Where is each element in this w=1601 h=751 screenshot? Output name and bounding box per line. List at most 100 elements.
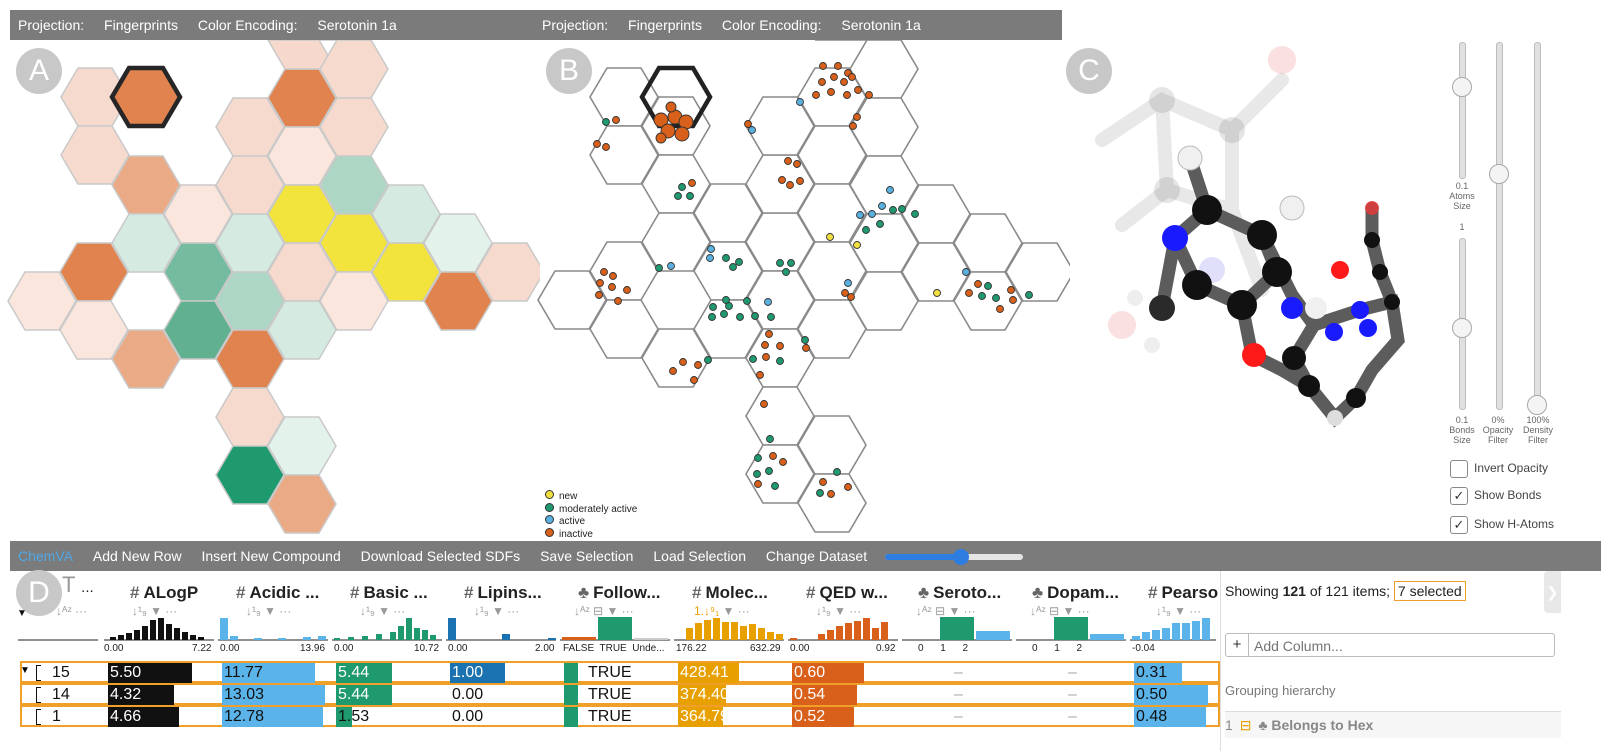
sort-filter-icons[interactable]: ↓ᴬᶻ ⊟ ▼ ··· [574, 604, 634, 618]
col-header-follows[interactable]: ♣ Follow... [578, 583, 678, 603]
opacity-filter-slider[interactable] [1489, 42, 1509, 410]
col-name: Molec... [705, 583, 768, 602]
col-header-molecular-weight[interactable]: # Molec... [692, 583, 792, 603]
color-encoding-value[interactable]: Serotonin 1a [317, 17, 397, 33]
hex-outlines-b[interactable] [537, 40, 1070, 533]
sort-filter-icons[interactable]: ↓ᴬᶻ ⊟ ▼ ··· [1030, 604, 1090, 618]
col-header-alogp[interactable]: # ALogP [130, 583, 230, 603]
slider-thumb[interactable] [1452, 77, 1472, 97]
collapse-all-icon[interactable]: ▼ [17, 608, 27, 619]
sort-filter-icons[interactable]: ↓¹₉ ▼ ··· [360, 604, 406, 618]
group-collapse-icon[interactable]: ⊟ [1239, 717, 1252, 733]
follows-indicator [564, 685, 578, 705]
checkmark-icon[interactable]: ✓ [1450, 515, 1468, 534]
col-header-lipinski[interactable]: # Lipins... [464, 583, 564, 603]
pearson-value: 0.50 [1136, 686, 1168, 703]
color-encoding-value[interactable]: Serotonin 1a [841, 17, 921, 33]
save-selection-button[interactable]: Save Selection [540, 548, 634, 564]
value-bar [336, 663, 392, 683]
hex-cell [111, 329, 181, 389]
slider-thumb[interactable] [1489, 164, 1509, 184]
table-row[interactable]: 14 4.32 13.03 5.44 0.00 374.40 0.54 0.50 TRUE – – [20, 683, 1220, 705]
hex-cell [901, 242, 971, 302]
download-sdfs-button[interactable]: Download Selected SDFs [360, 548, 521, 564]
col-header-dopamine[interactable]: ♣ Dopam... [1032, 583, 1132, 603]
projection-label: Projection: [542, 17, 609, 33]
change-dataset-button[interactable]: Change Dataset [765, 548, 868, 564]
hex-map-a[interactable] [0, 40, 540, 550]
col-name: QED w... [819, 583, 888, 602]
brand-logo[interactable]: ChemVA [18, 548, 73, 564]
col-header-qed[interactable]: # QED w... [806, 583, 906, 603]
alogp-value: 4.66 [110, 708, 142, 725]
hex-map-b[interactable] [530, 40, 1070, 550]
add-column-input[interactable] [1252, 635, 1546, 657]
sort-filter-icons[interactable]: ↓¹₉ ▼ ··· [132, 604, 178, 618]
bonds-size-slider[interactable] [1452, 238, 1472, 410]
alogp-value: 5.50 [110, 664, 142, 681]
histogram-molecular-weight [686, 618, 783, 640]
zoom-slider[interactable] [884, 549, 1023, 566]
table-row[interactable]: ▼ 15 5.50 11.77 5.44 1.00 428.41 0.60 0.31 TRUE – – [20, 661, 1220, 683]
checkbox-box[interactable] [1450, 459, 1468, 478]
add-new-row-button[interactable]: Add New Row [92, 548, 182, 564]
sort-filter-icons[interactable]: ↓¹₉ ▼ ··· [816, 604, 862, 618]
axis-categories-follows: FALSE TRUE Unde... [563, 643, 665, 654]
density-filter-slider[interactable] [1527, 42, 1547, 415]
slider-thumb[interactable] [1452, 318, 1472, 338]
plus-icon[interactable]: + [1226, 634, 1249, 656]
col-name: Seroto... [933, 583, 1002, 602]
number-type-icon: # [806, 583, 816, 602]
hex-cell [215, 445, 285, 505]
load-selection-button[interactable]: Load Selection [653, 548, 747, 564]
col-header-basic[interactable]: # Basic ... [350, 583, 450, 603]
sort-filter-icons[interactable]: ↓ᴬᶻ ⊟ ▼ ··· [916, 604, 976, 618]
sort-filter-icons[interactable]: ↓¹₉ ▼ ··· [246, 604, 292, 618]
row-selector[interactable] [36, 709, 41, 725]
hex-cells-a[interactable] [7, 40, 540, 534]
add-column-field[interactable]: + [1225, 633, 1555, 657]
legend-swatch [545, 502, 554, 512]
table-row[interactable]: 1 4.66 12.78 1.53 0.00 364.79 0.52 0.48 TRUE – – [20, 705, 1220, 727]
sort-filter-icons[interactable]: ↓¹₉ ▼ ··· [474, 604, 520, 618]
selected-hex-highlight[interactable] [639, 65, 713, 129]
zoom-slider-thumb[interactable] [952, 549, 969, 566]
slider-value: 0% [1491, 415, 1505, 425]
col-header-acidic[interactable]: # Acidic ... [236, 583, 336, 603]
items-summary: Showing 121 of 121 items; 7 selected [1225, 581, 1466, 601]
show-h-atoms-checkbox[interactable]: ✓ Show H-Atoms [1450, 514, 1554, 534]
value-bar [108, 707, 179, 727]
dopamine-value: – [1068, 708, 1077, 725]
number-type-icon: # [692, 583, 702, 602]
sort-icon[interactable]: ↓ᴬᶻ ··· [56, 604, 88, 618]
molecule-3d-viewer[interactable] [1062, 40, 1442, 530]
col-header-pearson[interactable]: # Pearso [1148, 583, 1218, 603]
column-histograms [18, 617, 1216, 641]
zoom-slider-fill [884, 554, 961, 561]
slider-thumb[interactable] [1527, 395, 1547, 415]
checkmark-icon[interactable]: ✓ [1450, 486, 1468, 505]
col-header-id[interactable]: T ... [62, 572, 94, 598]
selected-count-badge[interactable]: 7 selected [1393, 581, 1466, 601]
show-bonds-checkbox[interactable]: ✓ Show Bonds [1450, 485, 1541, 505]
compound-dots[interactable] [593, 62, 1033, 498]
row-selector[interactable] [36, 687, 41, 703]
showing-prefix: Showing [1225, 583, 1279, 599]
grouping-item[interactable]: 1 ⊟ ♣ Belongs to Hex [1225, 711, 1561, 738]
axis-max-acidic: 13.96 [300, 643, 326, 654]
projection-value[interactable]: Fingerprints [628, 17, 702, 33]
col-header-serotonin[interactable]: ♣ Seroto... [918, 583, 1018, 603]
bonds-size-top-value: 1 [1459, 222, 1465, 232]
invert-opacity-checkbox[interactable]: Invert Opacity [1450, 458, 1548, 478]
histogram-pearson [1132, 618, 1210, 640]
sort-filter-icons-active[interactable]: 1.↓⁹₁ ▼ ··· [694, 604, 750, 618]
row-selector[interactable] [36, 665, 41, 681]
sort-filter-icons[interactable]: ↓¹₉ ▼ ··· [1156, 604, 1202, 618]
atoms-size-slider[interactable] [1452, 42, 1472, 179]
qed-value: 0.52 [794, 708, 826, 725]
expand-row-icon[interactable]: ▼ [20, 665, 30, 676]
insert-new-compound-button[interactable]: Insert New Compound [201, 548, 341, 564]
projection-value[interactable]: Fingerprints [104, 17, 178, 33]
collapse-panel-button[interactable]: ❯ [1544, 571, 1561, 613]
legend-swatch [545, 515, 554, 524]
